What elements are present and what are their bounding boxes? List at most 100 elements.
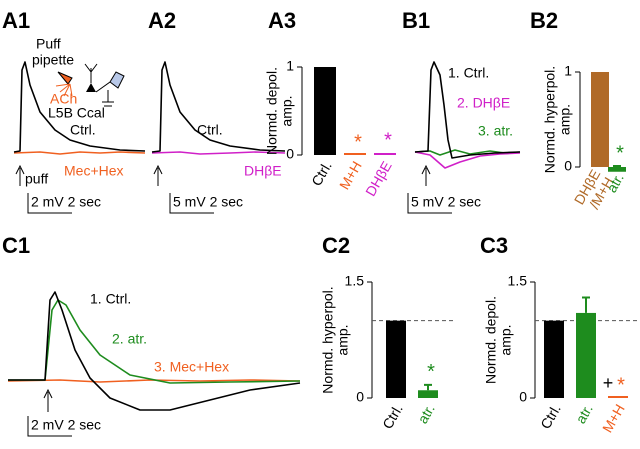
scale-label: 2 mV 2 sec [31,194,101,210]
trace [8,291,301,411]
text-line: Normd. depol. [482,296,498,384]
bar [608,396,628,398]
y-tick-label: 1.5 [508,273,528,289]
y-axis-label: Normd. depol.amp. [263,67,294,155]
panel-b1: 1. Ctrl. 2. DHβE 3. atr. 5 mV 2 sec [407,61,521,214]
x-tick-label: Ctrl. [308,158,335,188]
error-bar [582,296,590,313]
y-axis-label: Normd. hyperpol.amp. [319,286,350,393]
y-tick-label: 1 [564,63,572,79]
panel-label: A3 [268,8,296,33]
trace [13,151,146,155]
text-line: Normd. hyperpol. [319,286,335,393]
text-line: Normd. depol. [263,67,279,155]
panel-label: A1 [2,8,30,33]
bar [386,320,406,398]
trace [151,151,286,155]
stimulus-arrow [43,388,53,412]
significance-mark: * [616,142,624,164]
panel-label: C3 [480,233,508,258]
panel-label: B1 [402,8,430,33]
x-tick-label: Ctrl. [379,401,406,431]
error-bar [424,383,432,391]
panel-label: A2 [148,8,176,33]
trace-label: 3. Mec+Hex [154,359,229,375]
x-tick-label: atr. [414,401,438,426]
trace-label: 1. Ctrl. [448,65,489,81]
error-bar [613,165,621,168]
text-line: amp. [497,324,513,355]
inset-label: Puff [36,36,61,52]
annotation: + [603,373,614,393]
bar [544,320,564,398]
trace-label: Ctrl. [70,122,96,138]
stimulus-label: puff [25,171,48,187]
stimulus-arrow [421,164,431,186]
scale-bar [27,193,72,214]
text-line: amp. [334,324,350,355]
bar [591,72,609,167]
inset-label: L5B Ccal [48,105,105,121]
pipette-icon [57,71,73,85]
trace-label: Ctrl. [197,122,223,138]
text-line: amp. [278,95,294,126]
bar [314,67,336,155]
trace [414,61,521,159]
x-tick-label: atr. [572,401,596,426]
trace [151,61,286,153]
inset-label: ACh [50,91,77,107]
trace [414,151,521,169]
bar [374,153,396,155]
y-tick-label: 1.5 [345,273,365,289]
scale-label: 5 mV 2 sec [411,194,481,210]
y-axis-label: Normd. hyperpol.amp. [541,66,572,173]
y-tick-label: 0 [286,146,294,162]
x-tick-label: Ctrl. [537,401,564,431]
trace-label: DHβE [244,163,282,179]
panel-c1: 1. Ctrl. 2. atr. 3. Mec+Hex 2 mV 2 sec [7,291,301,437]
trace-label: 1. Ctrl. [90,291,131,307]
trace [8,299,301,384]
y-tick-label: 1 [286,58,294,74]
bar [576,312,596,398]
scale-bar [169,193,214,214]
scale-label: 2 mV 2 sec [31,417,101,433]
x-tick-label: M+H [599,401,628,435]
panel-label: B2 [530,8,558,33]
x-tick-label: M+H [336,158,365,192]
panel-label: C2 [322,233,350,258]
bar [418,390,438,398]
trace-label: 2. DHβE [457,95,510,111]
significance-mark: * [617,374,625,396]
scale-label: 5 mV 2 sec [173,194,243,210]
trace-label: 2. atr. [112,331,147,347]
electrode-icon [84,63,125,93]
y-tick-label: 0 [356,389,364,405]
stimulus-arrow [15,164,25,186]
bar [608,167,626,172]
x-tick-label: DHβE [362,158,395,199]
significance-mark: * [427,361,435,383]
inset-label: pipette [32,52,74,68]
bar [344,153,366,155]
y-tick-label: 0 [519,389,527,405]
trace [7,379,301,383]
significance-mark: * [384,130,392,152]
trace-label: Mec+Hex [64,163,124,179]
neuron-icon [86,83,96,92]
stimulus-arrow [153,164,163,186]
trace [13,61,146,153]
puff-icon [55,83,73,97]
y-axis-label: Normd. depol.amp. [482,296,513,384]
ground-icon [102,90,114,107]
y-tick-label: 0 [564,158,572,174]
scale-bar [407,193,452,214]
panel-a1: Puff pipette ACh L5B Ccal Ctrl. Mec+Hex … [13,36,146,214]
panel-a2: Ctrl. DHβE 5 mV 2 sec [151,61,286,214]
significance-mark: * [354,131,362,153]
text-line: amp. [556,104,572,135]
trace-label: 3. atr. [478,123,513,139]
text-line: Normd. hyperpol. [541,66,557,173]
scale-bar [27,416,72,437]
